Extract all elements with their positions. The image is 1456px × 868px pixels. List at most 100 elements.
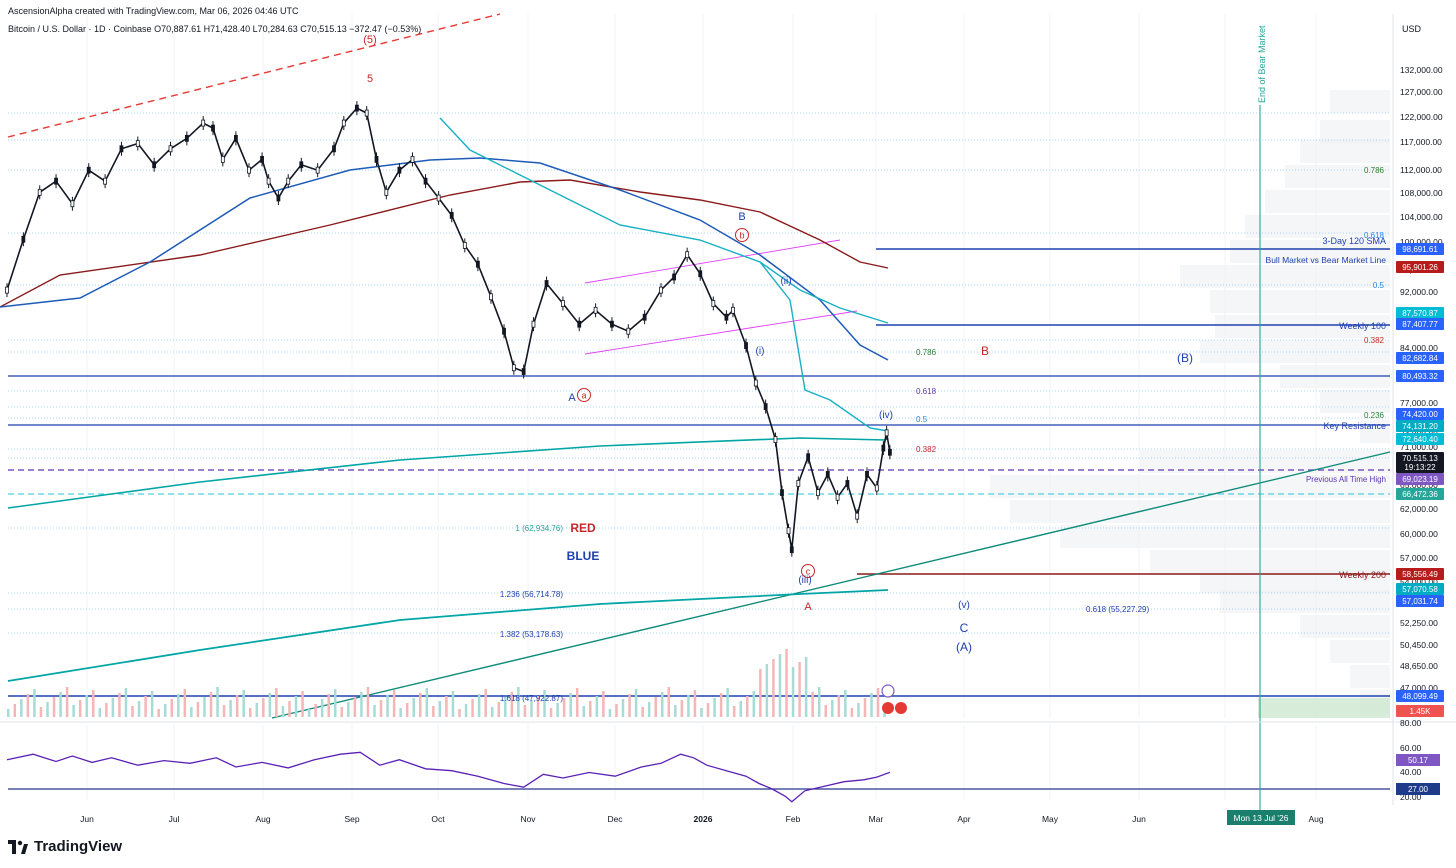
key-resistance-label: Key Resistance xyxy=(1323,421,1386,431)
candle-body xyxy=(698,270,703,278)
y-tick-label: 47,000.00 xyxy=(1400,683,1438,693)
x-tick-label: Dec xyxy=(607,814,623,824)
volume-bar xyxy=(798,662,801,717)
rsi-level-badge xyxy=(1396,783,1440,795)
volume-bar xyxy=(392,690,396,717)
volume-bar xyxy=(484,689,487,717)
candle-body xyxy=(315,166,320,174)
candle-body xyxy=(489,293,493,301)
x-tick-label: Aug xyxy=(1308,814,1323,824)
event-flag-icon[interactable] xyxy=(882,702,894,714)
price-badge xyxy=(1396,261,1444,273)
candle-body xyxy=(724,313,729,321)
volume-bar xyxy=(314,704,317,717)
volume-bar xyxy=(667,687,671,717)
previous-ath-label: Previous All Time High xyxy=(1306,475,1386,484)
x-tick-label: Jun xyxy=(80,814,94,824)
volume-bar xyxy=(654,697,657,717)
volume-bar xyxy=(105,703,108,717)
candle-body xyxy=(806,453,811,461)
ma-cyan-line xyxy=(439,117,889,324)
volume-bar xyxy=(700,708,703,717)
wave-label: A xyxy=(568,392,576,404)
volume-bar xyxy=(687,695,690,717)
candle-body xyxy=(364,109,369,117)
volume-bar xyxy=(46,702,49,717)
volume-bar xyxy=(857,703,860,717)
volume-bar xyxy=(85,695,88,717)
volume-bar xyxy=(235,695,239,717)
fib-ext-label: 1 (62,934.76) xyxy=(515,524,563,533)
ma-cyan-short-line xyxy=(759,261,889,432)
volume-bar xyxy=(248,708,252,717)
long-ma-line xyxy=(7,589,889,682)
candle-body xyxy=(119,145,124,153)
volume-profile-bar xyxy=(1330,640,1390,663)
volume-bar xyxy=(778,654,782,717)
candle-body xyxy=(731,306,735,314)
rsi-value-badge xyxy=(1396,754,1440,766)
candle-body xyxy=(436,194,441,202)
x-tick-label: Jul xyxy=(169,814,180,824)
wave-label-circled-ring xyxy=(801,564,815,578)
channel-upper-line xyxy=(584,239,841,284)
volume-bar xyxy=(490,707,494,717)
volume-bar xyxy=(772,659,775,717)
candle-body xyxy=(475,260,480,268)
candle-body xyxy=(70,200,75,208)
volume-bar xyxy=(719,693,723,717)
rsi-tick-label: 40.00 xyxy=(1400,767,1422,777)
candle-body xyxy=(21,235,26,243)
candle-body xyxy=(642,313,647,321)
volume-bar xyxy=(543,690,546,717)
price-badge-text: 82,682.84 xyxy=(1402,354,1438,363)
price-badge xyxy=(1396,690,1444,702)
price-badge-text: 74,131.20 xyxy=(1402,422,1438,431)
price-badge-text: 72,640.40 xyxy=(1402,435,1438,444)
volume-bar xyxy=(739,701,742,717)
y-tick-label: 48,650.00 xyxy=(1400,661,1438,671)
candle-body xyxy=(410,155,415,163)
event-flag-icon[interactable] xyxy=(895,702,907,714)
volume-bar xyxy=(693,690,697,717)
candle-body xyxy=(763,403,768,410)
candle-body xyxy=(233,134,238,142)
attribution-text: AscensionAlpha created with TradingView.… xyxy=(8,6,299,16)
volume-bar xyxy=(13,704,17,717)
volume-bar xyxy=(608,709,612,717)
rsi-level-badge-text: 27.00 xyxy=(1408,785,1429,794)
volume-bar xyxy=(373,705,376,717)
event-lightning-icon[interactable] xyxy=(881,684,895,698)
volume-bar xyxy=(157,709,160,717)
candle-body xyxy=(796,480,801,487)
bull-bear-ma-line xyxy=(7,437,887,509)
volume-bar xyxy=(92,690,95,717)
volume-bar xyxy=(589,701,592,717)
volume-bar xyxy=(20,699,23,717)
symbol-ohlc-legend: Bitcoin / U.S. Dollar · 1D · Coinbase O7… xyxy=(8,24,421,34)
volume-profile-bar xyxy=(1350,665,1390,688)
wave-label: (v) xyxy=(958,600,970,611)
y-tick-label: 104,000.00 xyxy=(1400,212,1443,222)
candle-body xyxy=(341,119,346,127)
x-tick-label: Feb xyxy=(786,814,801,824)
candle-body xyxy=(384,188,389,196)
volume-profile-bar xyxy=(1220,590,1390,613)
ohlc-values: O70,887.61 H71,428.40 L70,284.63 C70,515… xyxy=(154,24,422,34)
volume-bar xyxy=(405,703,409,717)
candle-body xyxy=(354,104,359,112)
volume-bar xyxy=(7,709,10,717)
fib-ext-label: 1.618 (47,922.87) xyxy=(500,694,563,703)
volume-profile-bar xyxy=(1330,90,1390,113)
candle-body xyxy=(593,306,598,314)
volume-bar xyxy=(732,706,736,717)
x-tick-label: Mar xyxy=(869,814,884,824)
fib-ext-label: 1.382 (53,178.63) xyxy=(500,630,563,639)
candle-body xyxy=(184,134,189,142)
volume-profile-bar xyxy=(1215,315,1390,338)
fib-label: 0.618 xyxy=(916,387,937,396)
x-tick-label: Sep xyxy=(344,814,359,824)
volume-bar xyxy=(575,688,579,717)
price-badge xyxy=(1396,568,1444,580)
